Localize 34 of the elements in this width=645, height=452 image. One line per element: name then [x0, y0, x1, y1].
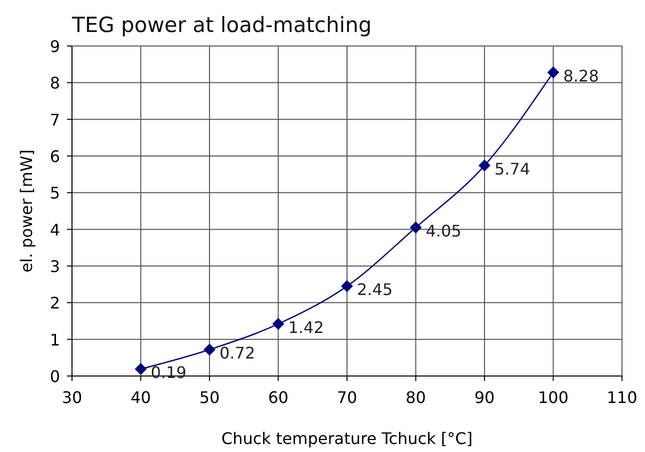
y-tick-label: 5	[50, 184, 60, 203]
y-tick-label: 4	[50, 220, 60, 240]
x-axis-title: Chuck temperature Tchuck [°C]	[221, 429, 473, 448]
point	[478, 160, 490, 172]
y-tick-label: 2	[50, 294, 60, 313]
data-label: 8.28	[563, 66, 599, 86]
point	[341, 280, 353, 292]
point	[204, 344, 216, 356]
y-tick-label: 9	[50, 37, 60, 56]
y-tick-label: 1	[50, 330, 60, 350]
x-tick-label: 30	[62, 388, 82, 407]
point	[272, 318, 284, 330]
data-label: 0.72	[220, 344, 256, 363]
y-tick-label: 6	[50, 147, 60, 166]
y-axis-title: el. power [mW]	[17, 150, 36, 272]
y-tick-label: 7	[50, 110, 60, 130]
point	[410, 222, 422, 234]
data-label: 1.42	[288, 318, 324, 337]
x-tick-label: 110	[606, 388, 638, 407]
x-tick-label: 100	[538, 388, 569, 407]
x-tick-label: 90	[474, 388, 495, 407]
x-tick-label: 50	[199, 388, 220, 407]
data-label: 5.74	[494, 160, 530, 179]
x-tick-label: 60	[268, 388, 288, 407]
x-tick-label: 40	[130, 388, 151, 407]
x-tick-label: 80	[406, 388, 426, 407]
point	[134, 363, 147, 376]
y-tick-label: 3	[50, 257, 60, 276]
x-tick-label: 70	[336, 388, 358, 407]
point	[547, 66, 560, 78]
chart-title: TEG power at load-matching	[71, 13, 372, 37]
y-tick-label: 0	[50, 367, 60, 386]
data-label: 2.45	[357, 280, 393, 300]
y-tick-label: 8	[50, 74, 60, 93]
